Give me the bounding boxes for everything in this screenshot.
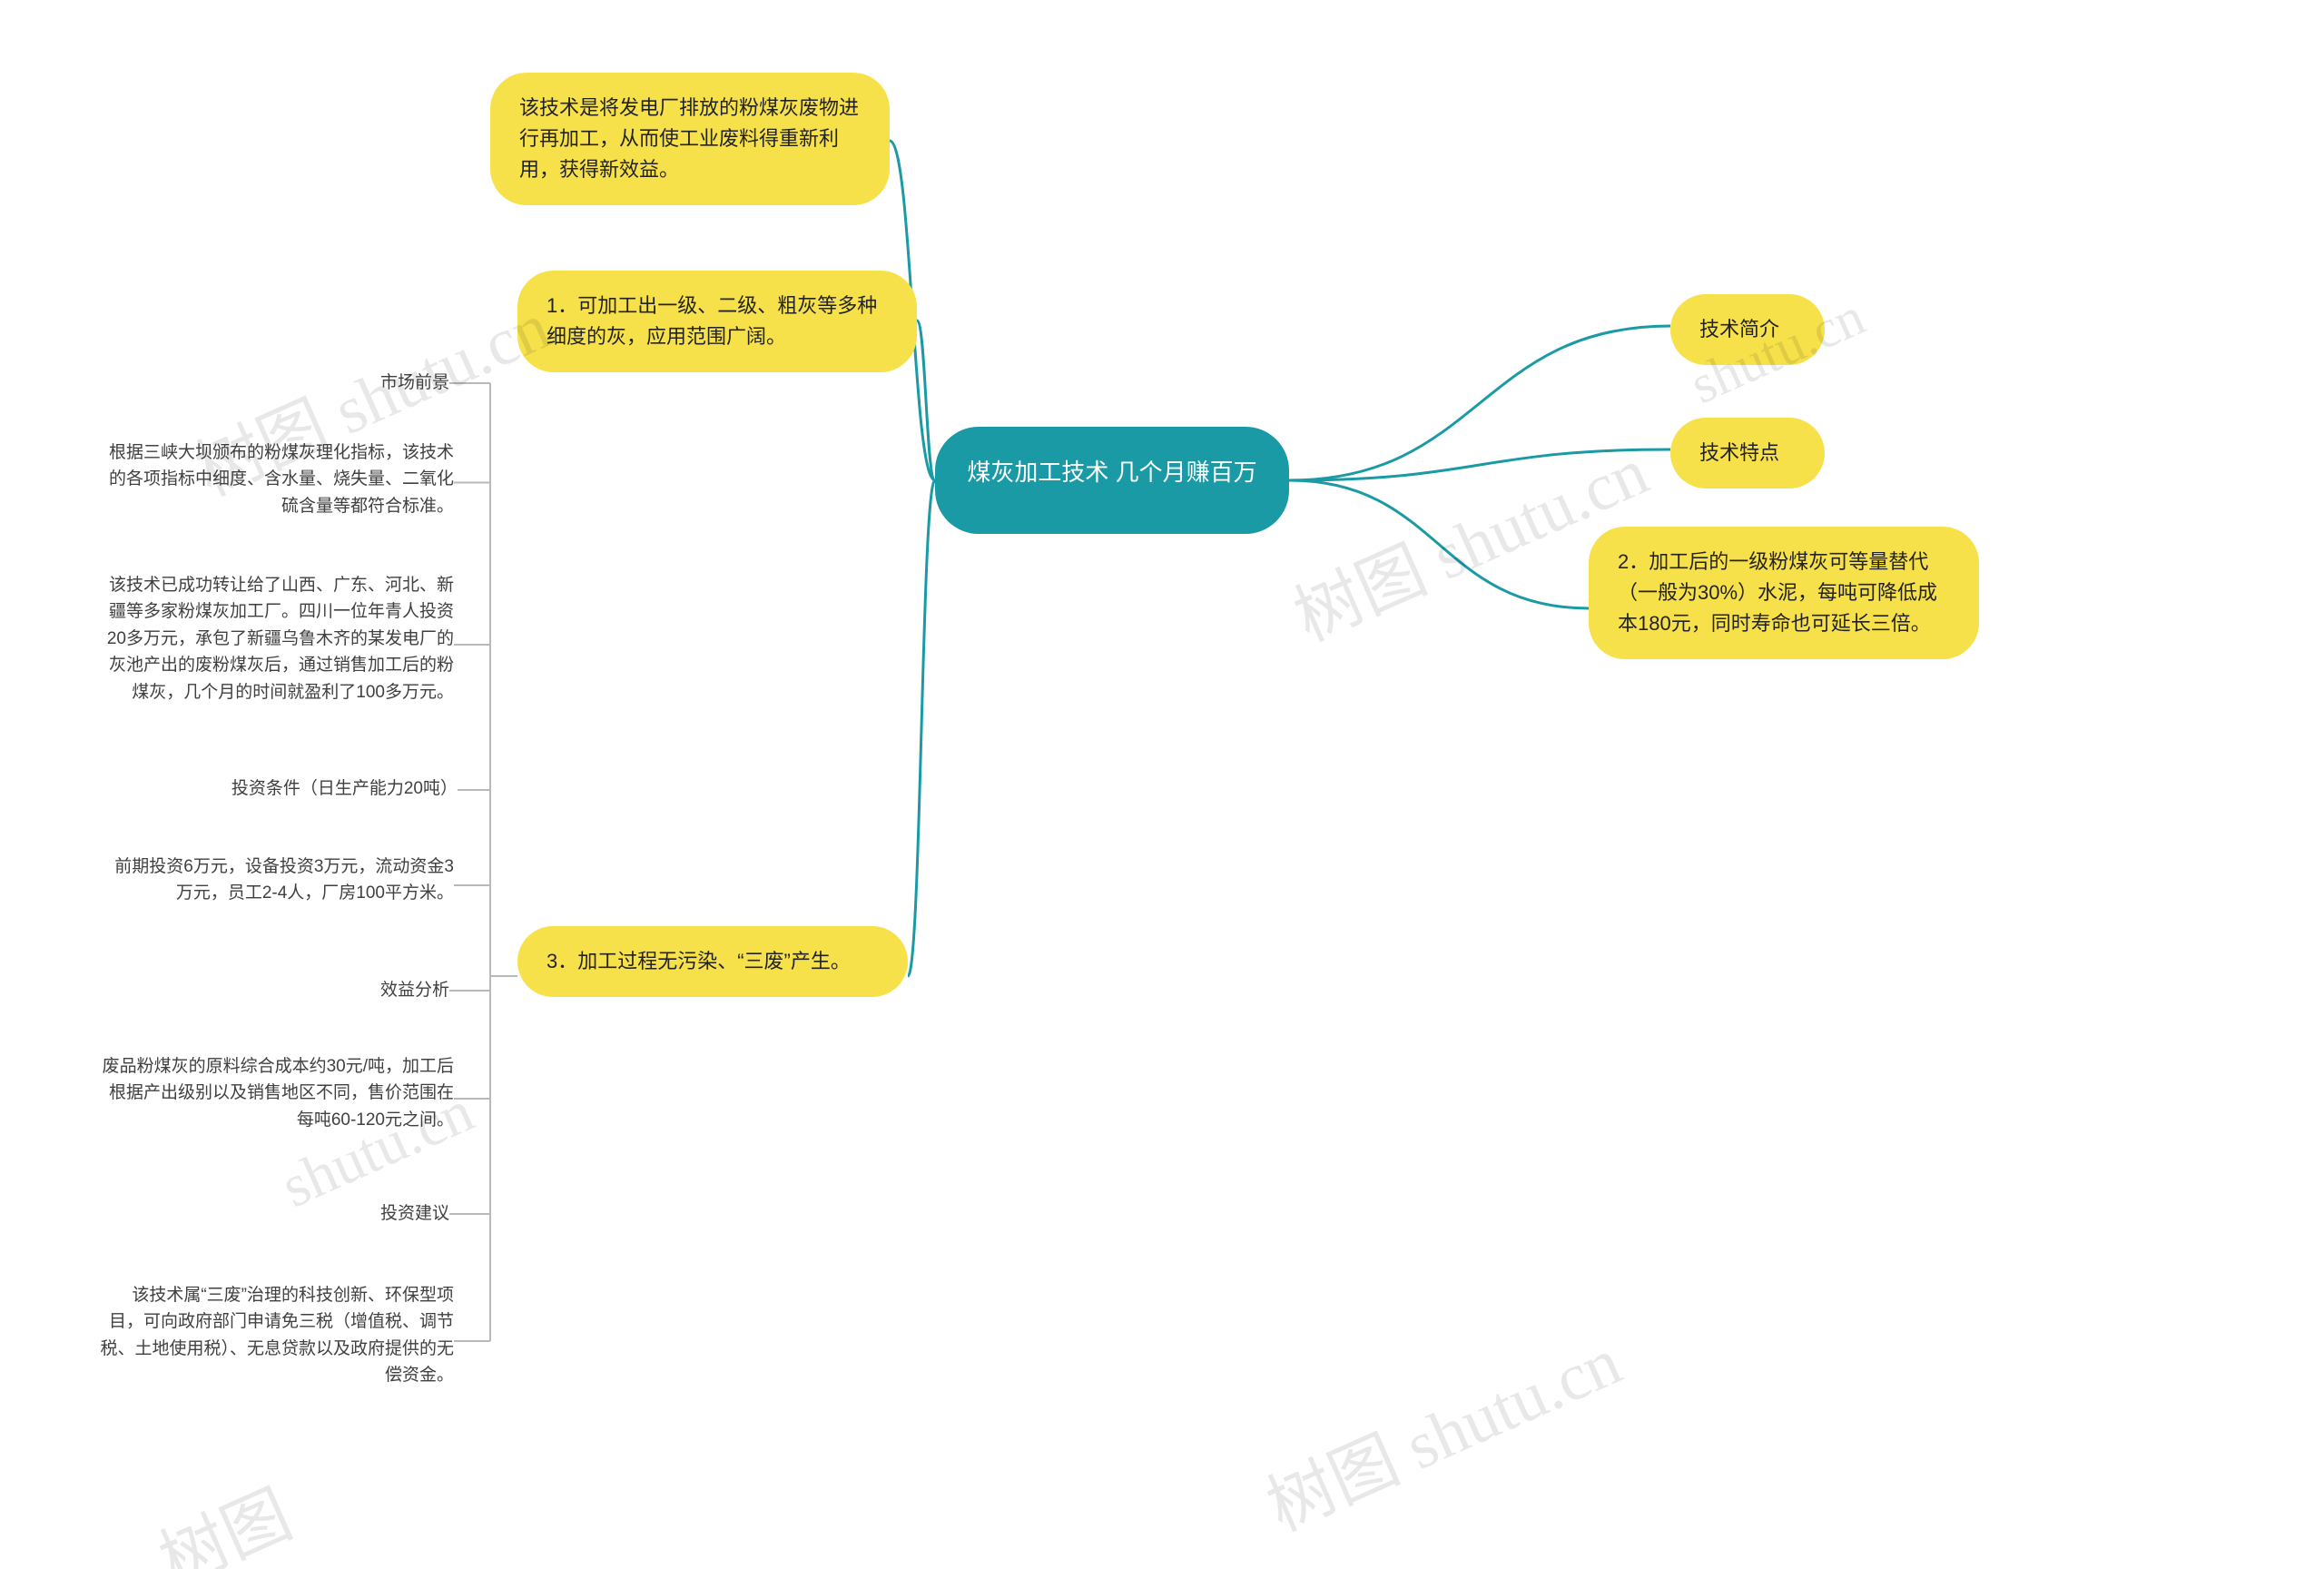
node-multi-grade[interactable]: 1．可加工出一级、二级、粗灰等多种细度的灰，应用范围广阔。 [517, 271, 917, 372]
leaf-text: 投资建议 [380, 1204, 449, 1223]
leaf-invest-detail[interactable]: 前期投资6万元，设备投资3万元，流动资金3万元，员工2-4人，厂房100平方米。 [100, 854, 454, 907]
node-tech-feature[interactable]: 技术特点 [1670, 418, 1825, 488]
leaf-gov-support[interactable]: 该技术属“三废”治理的科技创新、环保型项目，可向政府部门申请免三税（增值税、调节… [100, 1282, 454, 1389]
node-no-pollution[interactable]: 3．加工过程无污染、“三废”产生。 [517, 926, 908, 997]
leaf-text: 前期投资6万元，设备投资3万元，流动资金3万元，员工2-4人，厂房100平方米。 [114, 857, 454, 903]
node-label: 3．加工过程无污染、“三废”产生。 [547, 950, 851, 972]
node-label: 技术特点 [1699, 441, 1779, 464]
node-label: 技术简介 [1699, 318, 1779, 340]
root-label: 煤灰加工技术 几个月赚百万 [967, 459, 1256, 486]
leaf-text: 根据三峡大坝颁布的粉煤灰理化指标，该技术的各项指标中细度、含水量、烧失量、二氧化… [109, 443, 454, 516]
watermark: 树图 [142, 1461, 304, 1569]
leaf-text: 废品粉煤灰的原料综合成本约30元/吨，加工后根据产出级别以及销售地区不同，售价范… [103, 1057, 454, 1130]
leaf-invest-condition[interactable]: 投资条件（日生产能力20吨） [222, 775, 458, 802]
node-label: 该技术是将发电厂排放的粉煤灰废物进行再加工，从而使工业废料得重新利用，获得新效益… [519, 96, 859, 181]
node-tech-intro[interactable]: 技术简介 [1670, 294, 1825, 365]
node-label: 2．加工后的一级粉煤灰可等量替代（一般为30%）水泥，每吨可降低成本180元，同… [1618, 550, 1937, 635]
leaf-text: 该技术属“三废”治理的科技创新、环保型项目，可向政府部门申请免三税（增值税、调节… [100, 1286, 454, 1385]
leaf-text: 市场前景 [380, 373, 449, 392]
leaf-cost-price[interactable]: 废品粉煤灰的原料综合成本约30元/吨，加工后根据产出级别以及销售地区不同，售价范… [100, 1053, 454, 1133]
node-tech-description[interactable]: 该技术是将发电厂排放的粉煤灰废物进行再加工，从而使工业废料得重新利用，获得新效益… [490, 73, 890, 205]
leaf-invest-advice[interactable]: 投资建议 [368, 1200, 449, 1227]
node-label: 1．可加工出一级、二级、粗灰等多种细度的灰，应用范围广阔。 [547, 294, 877, 348]
leaf-text: 效益分析 [380, 981, 449, 1000]
leaf-sanxia-index[interactable]: 根据三峡大坝颁布的粉煤灰理化指标，该技术的各项指标中细度、含水量、烧失量、二氧化… [100, 439, 454, 519]
leaf-text: 投资条件（日生产能力20吨） [231, 779, 458, 798]
leaf-market-prospect[interactable]: 市场前景 [368, 370, 449, 396]
leaf-benefit-analysis[interactable]: 效益分析 [368, 977, 449, 1003]
leaf-text: 该技术已成功转让给了山西、广东、河北、新疆等多家粉煤灰加工厂。四川一位年青人投资… [107, 576, 454, 702]
root-node[interactable]: 煤灰加工技术 几个月赚百万 [935, 427, 1289, 534]
node-cement-replacement[interactable]: 2．加工后的一级粉煤灰可等量替代（一般为30%）水泥，每吨可降低成本180元，同… [1589, 527, 1979, 659]
leaf-tech-transfer[interactable]: 该技术已成功转让给了山西、广东、河北、新疆等多家粉煤灰加工厂。四川一位年青人投资… [100, 572, 454, 706]
watermark: 树图 shutu.cn [1249, 1308, 1633, 1550]
